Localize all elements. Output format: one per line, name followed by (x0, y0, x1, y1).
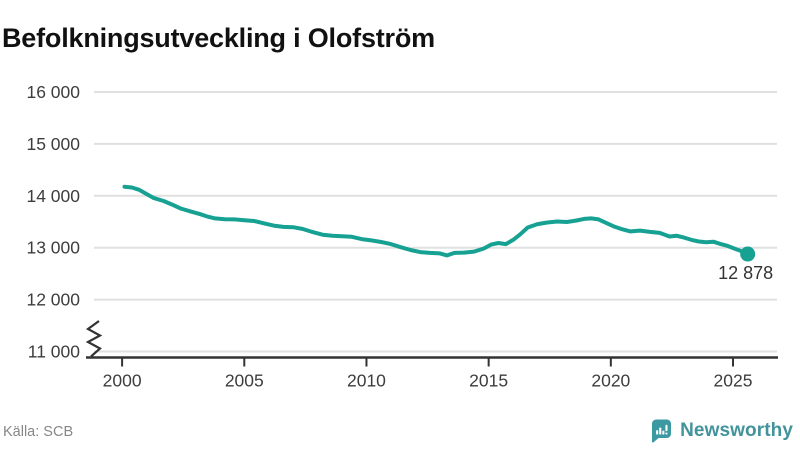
y-axis-tick-label: 16 000 (26, 82, 80, 102)
x-axis-tick-label: 2005 (225, 371, 264, 391)
newsworthy-chart-bubble-icon (652, 419, 672, 443)
newsworthy-wordmark: Newsworthy (680, 419, 793, 441)
newsworthy-logo: Newsworthy (649, 418, 793, 443)
y-axis-tick-label: 11 000 (28, 342, 80, 362)
x-axis-tick-label: 2025 (714, 371, 753, 391)
y-axis-tick-label: 14 000 (26, 186, 80, 206)
y-axis-tick-label: 12 000 (26, 290, 80, 310)
y-axis-tick-label: 13 000 (26, 238, 80, 258)
source-note: Källa: SCB (3, 424, 74, 440)
x-axis-tick-label: 2010 (347, 371, 386, 391)
end-point-dot (740, 246, 756, 262)
x-axis-tick-label: 2000 (103, 371, 142, 391)
y-axis-break-icon (85, 320, 103, 358)
x-axis-tick-label: 2015 (469, 371, 508, 391)
x-axis-tick-label: 2020 (591, 371, 630, 391)
y-axis-tick-label: 15 000 (26, 134, 80, 154)
population-line (122, 184, 750, 258)
end-point-value-label: 12 878 (718, 263, 773, 283)
page-title: Befolkningsutveckling i Olofström (2, 23, 435, 54)
